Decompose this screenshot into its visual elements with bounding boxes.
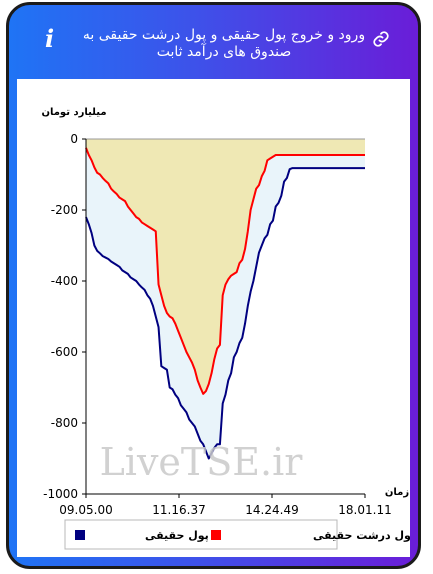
y-tick-label: -600 — [51, 345, 78, 359]
y-tick-label: -800 — [51, 416, 78, 430]
link-icon[interactable] — [372, 30, 390, 48]
x-tick-label: 18.01.11 — [338, 503, 391, 517]
y-tick-label: -400 — [51, 274, 78, 288]
y-tick-label: -1000 — [43, 487, 78, 501]
watermark: LiveTSE.ir — [100, 440, 304, 484]
x-tick-label: 11.16.37 — [152, 503, 205, 517]
chart-svg: LiveTSE.ir میلیارد تومان زمان 0 -200 -400 -… — [41, 107, 410, 550]
widget-card: i ورود و خروج پول حقیقی و پول درشت حقیقی… — [6, 2, 421, 569]
legend-swatch-series-2 — [211, 530, 221, 540]
x-axis-label: زمان — [385, 487, 409, 498]
area-fill-series-2 — [86, 139, 365, 394]
widget-header: i ورود و خروج پول حقیقی و پول درشت حقیقی… — [9, 5, 418, 75]
x-tick-label: 14.24.49 — [245, 503, 298, 517]
y-tick-label: 0 — [70, 132, 78, 146]
chart-panel: LiveTSE.ir میلیارد تومان زمان 0 -200 -400 -… — [17, 79, 410, 557]
legend: پول حقیقی پول درشت حقیقی — [64, 519, 410, 550]
legend-swatch-series-1 — [75, 530, 85, 540]
y-tick-label: -200 — [51, 203, 78, 217]
legend-label-series-1: پول حقیقی — [145, 529, 209, 542]
y-axis-label: میلیارد تومان — [41, 107, 106, 118]
series-line-2 — [85, 147, 365, 395]
x-tick-label: 09.05.00 — [59, 503, 112, 517]
info-icon[interactable]: i — [45, 24, 55, 53]
legend-label-series-2: پول درشت حقیقی — [313, 529, 410, 542]
series-line-1 — [85, 167, 365, 460]
chart-title: ورود و خروج پول حقیقی و پول درشت حقیقی ب… — [82, 27, 366, 60]
